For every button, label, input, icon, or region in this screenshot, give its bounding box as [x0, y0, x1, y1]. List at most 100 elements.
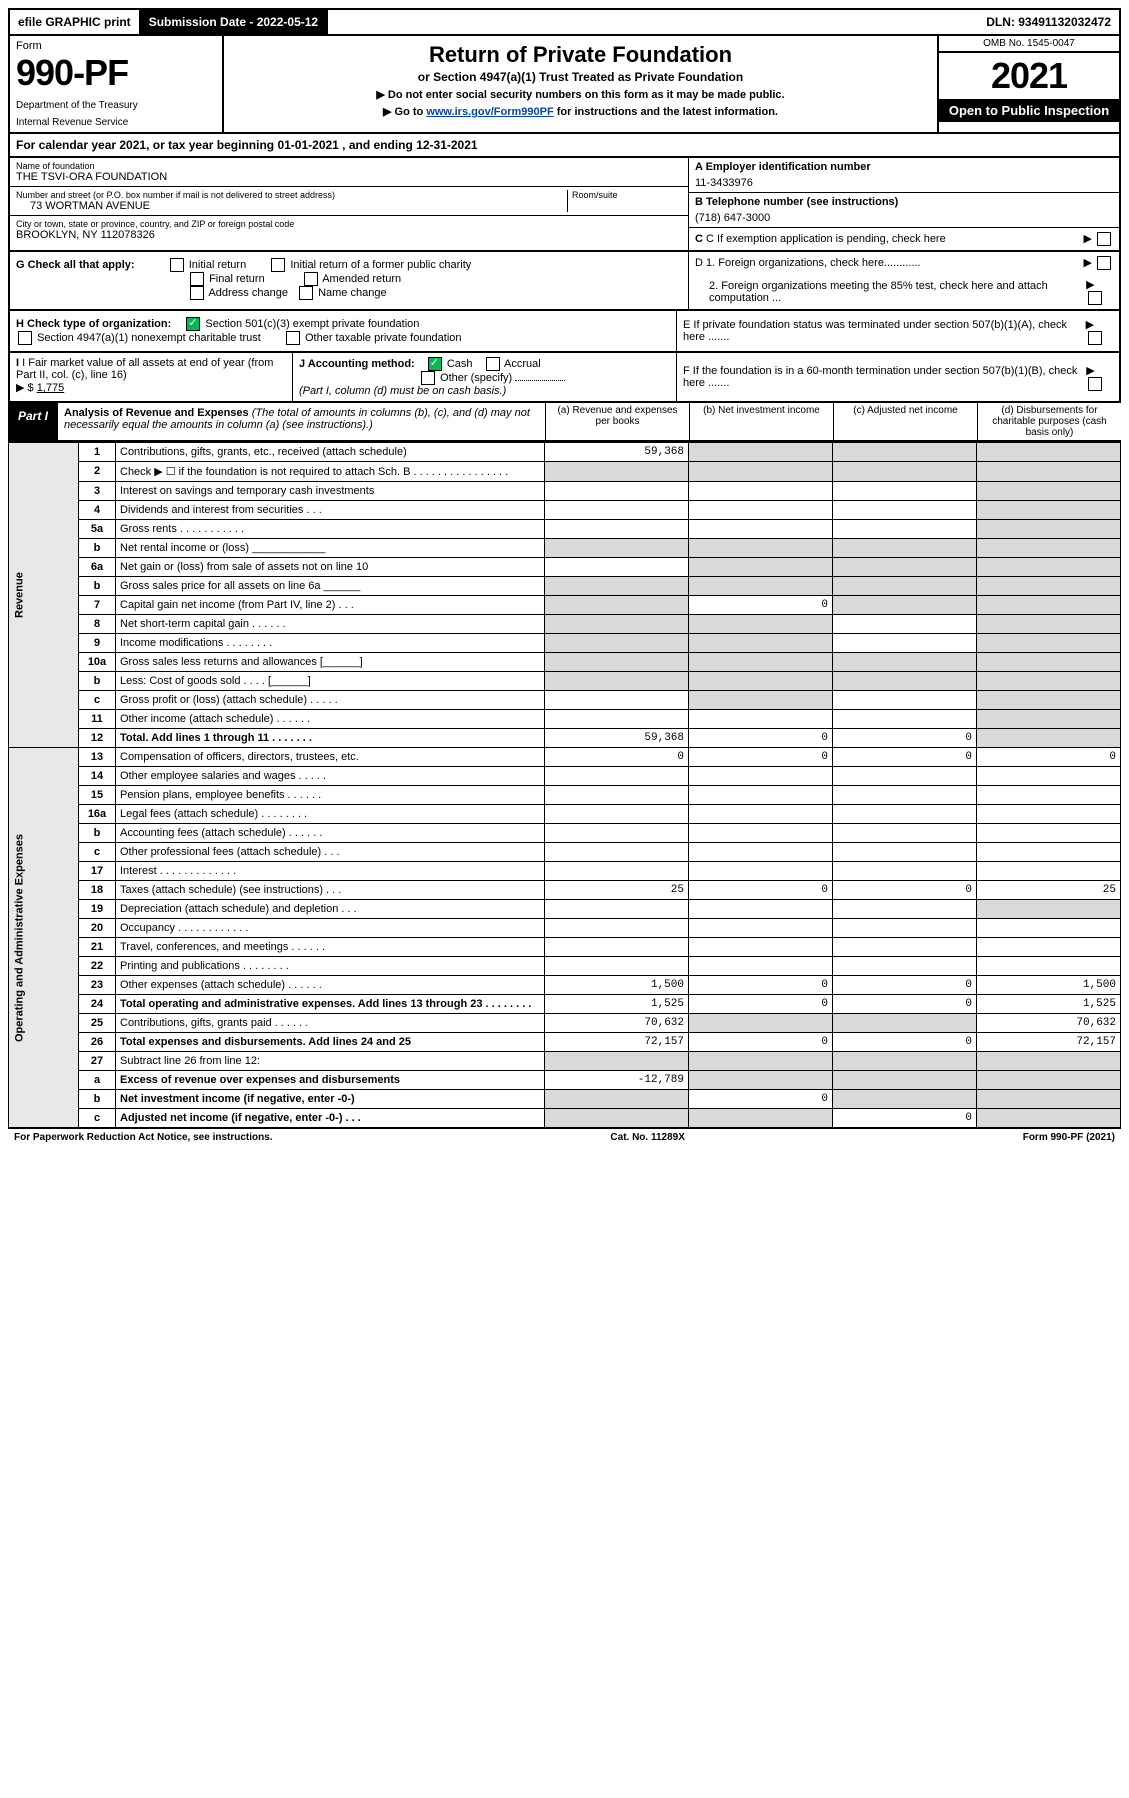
page-footer: For Paperwork Reduction Act Notice, see … [8, 1128, 1121, 1146]
cal-pre: For calendar year 2021, or tax year begi… [16, 138, 277, 152]
line-description: Dividends and interest from securities .… [116, 501, 545, 520]
amount-cell: 1,525 [545, 995, 689, 1014]
f-label: F If the foundation is in a 60-month ter… [683, 365, 1086, 389]
amount-cell [833, 653, 977, 672]
phone-value: (718) 647-3000 [695, 212, 1113, 224]
table-row: 5aGross rents . . . . . . . . . . . [9, 520, 1121, 539]
table-row: 4Dividends and interest from securities … [9, 501, 1121, 520]
j-cash: Cash [447, 358, 473, 370]
name-label: Name of foundation [16, 161, 682, 171]
part1-table: Revenue1Contributions, gifts, grants, et… [8, 442, 1121, 1128]
h-4947-checkbox[interactable] [18, 331, 32, 345]
amount-cell [545, 843, 689, 862]
table-row: 2Check ▶ ☐ if the foundation is not requ… [9, 462, 1121, 482]
g-opt-2: Final return [209, 273, 265, 285]
amount-cell [545, 577, 689, 596]
line-number: 11 [79, 710, 116, 729]
g-opt-3: Amended return [322, 273, 401, 285]
line-number: 13 [79, 748, 116, 767]
irs-label: Internal Revenue Service [16, 117, 216, 128]
amount-cell [977, 938, 1121, 957]
line-number: a [79, 1071, 116, 1090]
ein-value: 11-3433976 [695, 177, 1113, 189]
table-row: bNet investment income (if negative, ent… [9, 1090, 1121, 1109]
amount-cell [545, 634, 689, 653]
col-c-header: (c) Adjusted net income [833, 403, 977, 440]
d1-checkbox[interactable] [1097, 256, 1111, 270]
g-initial-former-checkbox[interactable] [271, 258, 285, 272]
amount-cell [689, 672, 833, 691]
amount-cell: 0 [833, 976, 977, 995]
j-accrual-checkbox[interactable] [486, 357, 500, 371]
table-row: 25Contributions, gifts, grants paid . . … [9, 1014, 1121, 1033]
amount-cell: 0 [833, 1033, 977, 1052]
line-description: Income modifications . . . . . . . . [116, 634, 545, 653]
room-label: Room/suite [572, 190, 682, 200]
amount-cell [833, 919, 977, 938]
j-other-checkbox[interactable] [421, 371, 435, 385]
form-link[interactable]: www.irs.gov/Form990PF [426, 106, 553, 118]
line-number: b [79, 672, 116, 691]
table-row: 16aLegal fees (attach schedule) . . . . … [9, 805, 1121, 824]
h-other-checkbox[interactable] [286, 331, 300, 345]
line-number: c [79, 843, 116, 862]
c-checkbox[interactable] [1097, 232, 1111, 246]
line-number: 21 [79, 938, 116, 957]
amount-cell [689, 862, 833, 881]
line-description: Travel, conferences, and meetings . . . … [116, 938, 545, 957]
amount-cell [545, 919, 689, 938]
amount-cell: 0 [977, 748, 1121, 767]
amount-cell [833, 900, 977, 919]
table-row: 17Interest . . . . . . . . . . . . . [9, 862, 1121, 881]
form-title: Return of Private Foundation [234, 42, 927, 68]
amount-cell [545, 824, 689, 843]
amount-cell: 0 [689, 881, 833, 900]
amount-cell [977, 786, 1121, 805]
amount-cell [977, 805, 1121, 824]
g-amended-checkbox[interactable] [304, 272, 318, 286]
exemption-cell: C C If exemption application is pending,… [689, 228, 1119, 250]
amount-cell [977, 1071, 1121, 1090]
g-final-checkbox[interactable] [190, 272, 204, 286]
h-501c3-checkbox[interactable] [186, 317, 200, 331]
ij-f-block: I I Fair market value of all assets at e… [8, 352, 1121, 401]
e-checkbox[interactable] [1088, 331, 1102, 345]
amount-cell [689, 462, 833, 482]
amount-cell [977, 729, 1121, 748]
amount-cell [545, 1090, 689, 1109]
g-opt-0: Initial return [189, 259, 246, 271]
amount-cell [833, 1071, 977, 1090]
line-description: Gross sales price for all assets on line… [116, 577, 545, 596]
table-row: Operating and Administrative Expenses13C… [9, 748, 1121, 767]
table-row: 12Total. Add lines 1 through 11 . . . . … [9, 729, 1121, 748]
d2-checkbox[interactable] [1088, 291, 1102, 305]
f-checkbox[interactable] [1088, 377, 1102, 391]
j-cell: J Accounting method: Cash Accrual Other … [293, 353, 676, 401]
amount-cell [977, 824, 1121, 843]
amount-cell [545, 615, 689, 634]
note-ssn: ▶ Do not enter social security numbers o… [234, 88, 927, 101]
g-name-checkbox[interactable] [299, 286, 313, 300]
table-row: 27Subtract line 26 from line 12: [9, 1052, 1121, 1071]
amount-cell [545, 710, 689, 729]
table-row: 15Pension plans, employee benefits . . .… [9, 786, 1121, 805]
amount-cell [689, 501, 833, 520]
amount-cell: 59,368 [545, 443, 689, 462]
line-number: 9 [79, 634, 116, 653]
line-description: Subtract line 26 from line 12: [116, 1052, 545, 1071]
amount-cell [977, 1109, 1121, 1128]
table-row: 18Taxes (attach schedule) (see instructi… [9, 881, 1121, 900]
amount-cell: 0 [833, 729, 977, 748]
amount-cell [977, 596, 1121, 615]
j-cash-checkbox[interactable] [428, 357, 442, 371]
g-initial-checkbox[interactable] [170, 258, 184, 272]
form-number: 990-PF [16, 52, 216, 94]
line-description: Compensation of officers, directors, tru… [116, 748, 545, 767]
header-left: Form 990-PF Department of the Treasury I… [10, 36, 224, 132]
g-address-checkbox[interactable] [190, 286, 204, 300]
amount-cell: 0 [689, 748, 833, 767]
amount-cell [689, 1052, 833, 1071]
submission-date: Submission Date - 2022-05-12 [141, 10, 328, 34]
amount-cell [689, 539, 833, 558]
line-description: Occupancy . . . . . . . . . . . . [116, 919, 545, 938]
